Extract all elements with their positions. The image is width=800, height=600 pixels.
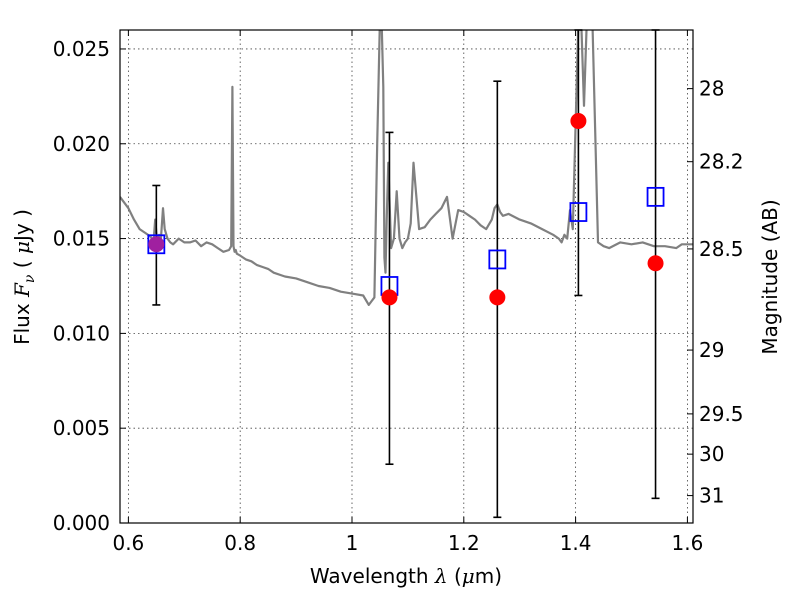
synthetic-square bbox=[569, 202, 588, 222]
markers bbox=[147, 113, 665, 306]
x-tick-label: 1.6 bbox=[672, 531, 704, 555]
plot-frame bbox=[119, 29, 694, 524]
y2-tick-label: 31 bbox=[699, 484, 724, 508]
y2-tick-label: 29.5 bbox=[699, 402, 744, 426]
observed-point bbox=[489, 289, 506, 306]
x-tick-label: 0.6 bbox=[112, 531, 144, 555]
x-axis-label: Wavelength λ (μm) bbox=[310, 564, 502, 588]
y2-tick-label: 28.5 bbox=[699, 237, 744, 261]
y2-tick-label: 30 bbox=[699, 442, 724, 466]
observed-point bbox=[148, 236, 165, 253]
observed-point bbox=[381, 289, 398, 306]
ticks: 0.6 0.8 1 1.2 1.4 1.6 0.000 0.005 0.010 0.015 0.02… bbox=[53, 30, 744, 555]
synthetic-square bbox=[646, 186, 665, 207]
observed-point bbox=[647, 255, 664, 272]
plot-background bbox=[120, 30, 693, 523]
y2-tick-label: 28 bbox=[699, 77, 724, 101]
x-tick-label: 0.8 bbox=[224, 531, 256, 555]
x-tick-label: 1.4 bbox=[560, 531, 592, 555]
x-tick-label: 1.2 bbox=[448, 531, 480, 555]
y-tick-label: 0.000 bbox=[53, 511, 110, 535]
y-tick-label: 0.020 bbox=[53, 132, 110, 156]
observed-point bbox=[570, 113, 587, 130]
x-tick-label: 1 bbox=[346, 531, 359, 555]
y-tick-label: 0.005 bbox=[53, 416, 110, 440]
y2-axis-label: Magnitude (AB) bbox=[758, 199, 782, 354]
y-tick-label: 0.010 bbox=[53, 321, 110, 345]
y2-tick-label: 29 bbox=[699, 338, 724, 362]
synthetic-square bbox=[488, 249, 507, 270]
y2-tick-label: 28.2 bbox=[699, 150, 744, 174]
y-tick-label: 0.025 bbox=[53, 37, 110, 61]
y-axis-label: Flux Fν ( μJy ) bbox=[10, 209, 38, 345]
y-tick-label: 0.015 bbox=[53, 227, 110, 251]
